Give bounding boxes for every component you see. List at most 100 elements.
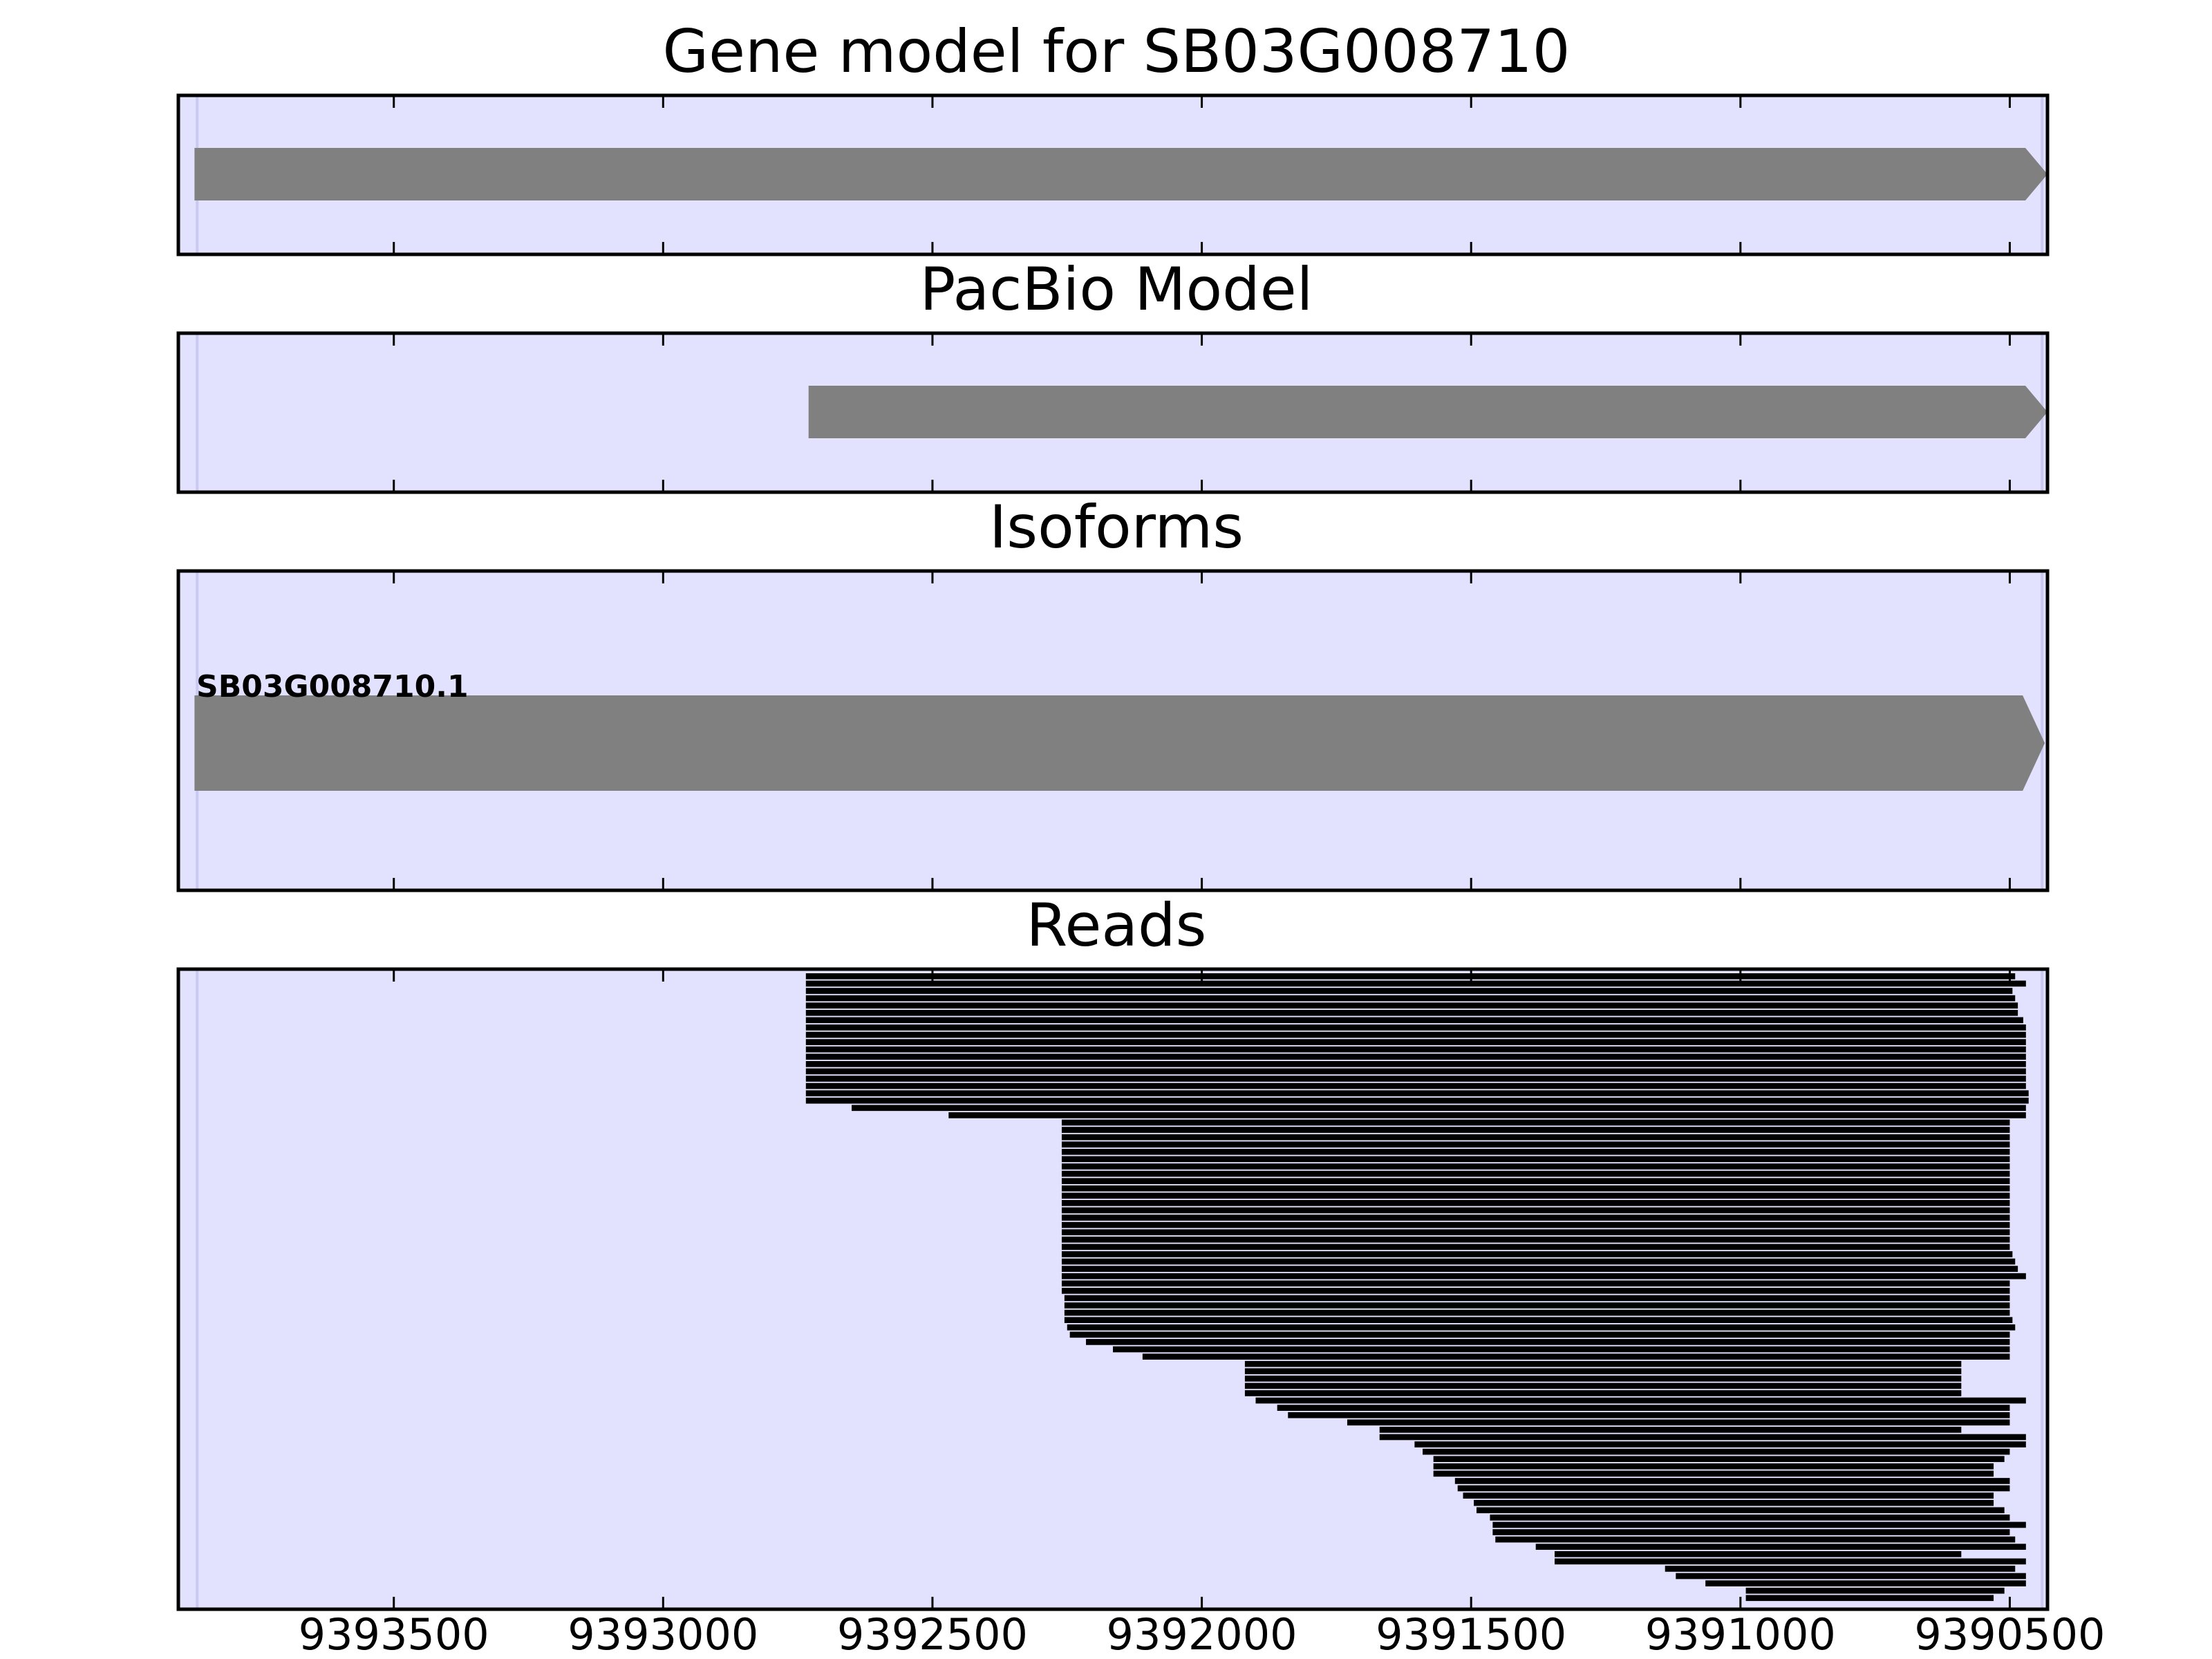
read-bar — [1414, 1441, 2026, 1447]
read-bar — [1061, 1207, 2010, 1214]
read-bar — [1676, 1573, 2026, 1580]
x-axis-tick-labels: 9393500 9393000 9392500 9392000 9391500 93910… — [299, 1609, 2106, 1659]
x-tick-label: 9393500 — [299, 1609, 489, 1659]
read-bar — [1554, 1558, 2026, 1565]
read-bar — [1244, 1360, 1962, 1367]
gene-model-panel — [176, 93, 2050, 256]
read-bar — [1142, 1353, 2010, 1360]
read-bar — [805, 995, 2016, 1002]
read-bar — [1554, 1550, 1962, 1557]
read-bar — [1255, 1397, 2026, 1404]
x-tick-label: 9391000 — [1645, 1609, 1836, 1659]
read-bar — [1474, 1499, 1994, 1506]
read-bar — [805, 1090, 2029, 1096]
read-bar — [1064, 1302, 2010, 1309]
pacbio-model-frame — [176, 331, 2050, 494]
read-bar — [948, 1112, 2026, 1118]
read-bar — [1069, 1331, 2010, 1338]
isoforms-frame — [176, 569, 2050, 892]
read-bar — [1244, 1375, 1962, 1382]
read-bar — [805, 1097, 2029, 1104]
read-bar — [1433, 1470, 1994, 1477]
read-bar — [1423, 1448, 2010, 1455]
x-tick-label: 9392500 — [837, 1609, 1028, 1659]
read-bar — [805, 1053, 2026, 1060]
read-bar — [1665, 1566, 2016, 1572]
reads-title: Reads — [1027, 891, 1207, 960]
read-bar — [1086, 1339, 2010, 1345]
read-bar — [805, 1024, 2026, 1031]
read-bar — [1067, 1324, 2016, 1331]
gene-model-frame — [176, 93, 2050, 256]
x-tick-label: 9390500 — [1914, 1609, 2105, 1659]
read-bar — [1433, 1463, 1994, 1470]
read-bar — [805, 1039, 2026, 1045]
read-bar — [1705, 1580, 2026, 1586]
read-bar — [1463, 1492, 1994, 1499]
read-bar — [1379, 1427, 1962, 1433]
read-bar — [805, 1082, 2026, 1089]
read-bar — [1061, 1134, 2010, 1141]
read-bar — [1064, 1317, 2013, 1324]
read-bar — [1492, 1529, 2010, 1535]
isoforms-panel: SB03G008710.1 — [176, 569, 2050, 892]
read-bar — [1433, 1456, 2005, 1463]
read-bar — [1061, 1127, 2010, 1133]
read-bar — [1113, 1346, 2010, 1353]
gene-model-feature-arrow — [194, 148, 2048, 200]
read-bar — [1061, 1258, 2016, 1265]
pacbio-model-panel — [176, 331, 2050, 494]
read-bar — [1745, 1595, 1994, 1602]
read-bar — [805, 1017, 2023, 1024]
pacbio-model-feature-arrow — [808, 386, 2047, 438]
read-bar — [805, 973, 2016, 980]
read-bar — [1244, 1390, 1962, 1396]
read-bar — [1490, 1515, 2010, 1521]
read-bar — [1064, 1295, 2010, 1302]
read-bar — [1495, 1536, 2016, 1543]
read-bar — [1476, 1507, 2005, 1514]
read-bar — [805, 1068, 2026, 1075]
read-bar — [1061, 1244, 2010, 1250]
read-bar — [805, 1076, 2026, 1082]
x-tick-label: 9392000 — [1107, 1609, 1297, 1659]
x-tick-label: 9391500 — [1376, 1609, 1566, 1659]
read-bar — [1061, 1266, 2018, 1272]
read-bar — [805, 1060, 2026, 1067]
read-bar — [1457, 1485, 2010, 1492]
gene-model-title: Gene model for SB03G008710 — [663, 17, 1571, 86]
read-bar — [805, 1031, 2026, 1038]
read-bar — [852, 1105, 2026, 1112]
reads-panel — [176, 967, 2050, 1611]
read-bar — [1454, 1478, 2010, 1484]
read-bar — [1061, 1178, 2010, 1184]
read-bar — [1061, 1251, 2013, 1257]
read-bar — [1064, 1309, 2010, 1316]
read-bar — [1061, 1163, 2010, 1170]
read-bar — [1061, 1192, 2010, 1199]
read-bar — [805, 1009, 2018, 1016]
isoform-feature-arrow — [194, 695, 2045, 791]
read-bar — [1061, 1273, 2026, 1280]
read-bar — [1061, 1141, 2010, 1148]
read-bar — [1347, 1419, 2010, 1426]
read-bar — [1745, 1587, 2005, 1594]
read-bar — [1061, 1156, 2010, 1163]
read-bar — [1061, 1148, 2010, 1155]
read-bar — [805, 1002, 2018, 1009]
read-bar — [1061, 1288, 2010, 1294]
read-bar — [1061, 1170, 2010, 1177]
read-bar — [1061, 1229, 2010, 1236]
read-bar — [1061, 1185, 2010, 1192]
read-bar — [1061, 1280, 2010, 1287]
reads-frame — [176, 967, 2050, 1611]
read-bar — [1061, 1236, 2010, 1243]
read-bar — [805, 988, 2013, 994]
read-bar — [805, 1046, 2026, 1053]
read-bar — [1244, 1368, 1962, 1375]
read-bar — [1492, 1521, 2026, 1528]
read-bar — [1535, 1544, 2026, 1550]
read-bar — [1061, 1221, 2010, 1228]
read-bar — [1061, 1119, 2010, 1126]
